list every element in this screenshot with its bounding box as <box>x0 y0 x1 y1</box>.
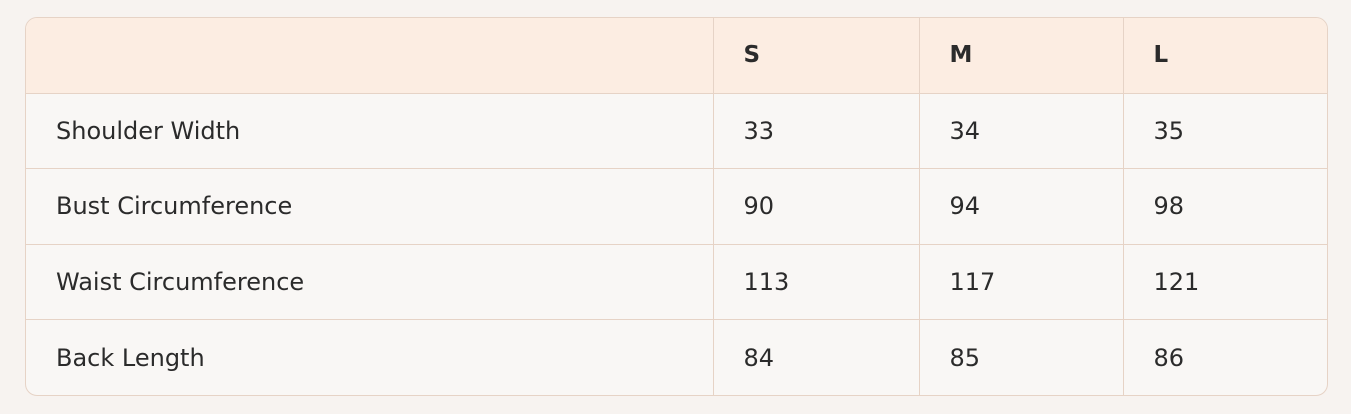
cell-m: 117 <box>918 244 1123 320</box>
size-table: S M L Shoulder Width 33 34 35 Bust Circu… <box>26 18 1327 395</box>
header-measurement <box>26 18 713 94</box>
size-chart: S M L Shoulder Width 33 34 35 Bust Circu… <box>25 17 1328 396</box>
header-size-m: M <box>918 18 1123 94</box>
row-label: Waist Circumference <box>26 244 713 320</box>
table-row: Bust Circumference 90 94 98 <box>26 168 1327 245</box>
table-row: Shoulder Width 33 34 35 <box>26 93 1327 169</box>
cell-m: 34 <box>918 93 1123 169</box>
row-label: Back Length <box>56 343 205 372</box>
cell-s: 84 <box>712 319 919 395</box>
cell-l: 98 <box>1122 168 1327 245</box>
table-row: Back Length 84 85 86 <box>26 319 1327 395</box>
cell-s: 33 <box>712 93 919 169</box>
cell-l: 35 <box>1122 93 1327 169</box>
cell-s: 113 <box>712 244 919 320</box>
cell-m: 85 <box>918 319 1123 395</box>
cell-l: 86 <box>1122 319 1327 395</box>
header-row: S M L <box>26 18 1327 94</box>
cell-l: 121 <box>1122 244 1327 320</box>
cell-m: 94 <box>918 168 1123 245</box>
header-size-s: S <box>712 18 919 94</box>
row-label: Bust Circumference <box>26 168 713 245</box>
header-size-l: L <box>1122 18 1327 94</box>
cell-s: 90 <box>712 168 919 245</box>
table-row: Waist Circumference 113 117 121 <box>26 244 1327 320</box>
row-label: Shoulder Width <box>26 93 713 169</box>
